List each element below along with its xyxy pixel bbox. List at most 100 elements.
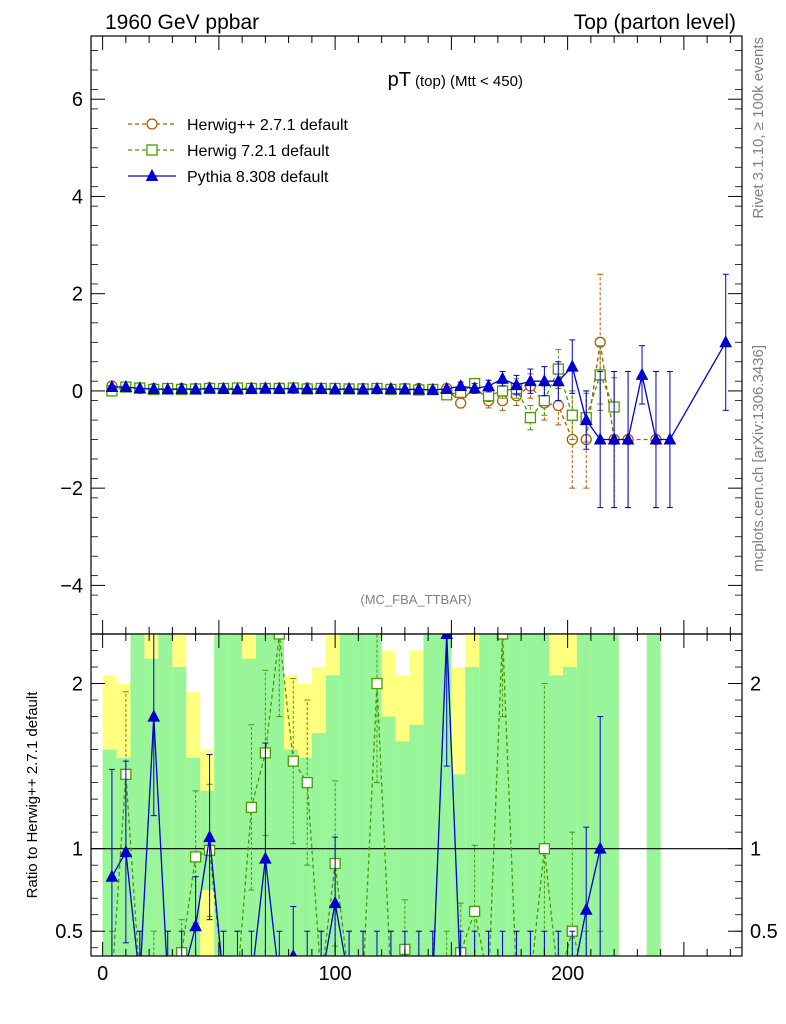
data-point-triangle	[412, 382, 426, 395]
data-point-triangle	[218, 975, 229, 986]
data-point-square	[524, 412, 537, 424]
data-point-triangle	[454, 378, 468, 392]
data-point-square	[135, 976, 145, 986]
uncertainty-band-green	[437, 634, 452, 956]
data-point-triangle	[119, 844, 133, 857]
data-point-triangle	[328, 896, 342, 909]
data-point-triangle	[469, 975, 480, 986]
uncertainty-band-green	[325, 675, 340, 956]
data-point-triangle	[440, 381, 454, 394]
data-point-triangle	[358, 975, 369, 986]
data-point-triangle	[274, 975, 285, 986]
data-point-square	[538, 394, 551, 407]
series-line	[112, 634, 580, 956]
uncertainty-band-green	[228, 634, 243, 956]
data-point-square	[484, 976, 494, 986]
data-point-triangle	[579, 413, 593, 426]
data-point-square	[273, 634, 285, 640]
y-tick-label: −2	[60, 478, 83, 500]
y-tick-label: 2	[72, 284, 83, 306]
uncertainty-band-green	[590, 634, 619, 956]
data-point-triangle	[203, 381, 216, 394]
data-point-circle	[455, 397, 467, 409]
data-point-square	[525, 976, 535, 986]
data-point-triangle	[203, 830, 216, 843]
uncertainty-band-green	[423, 634, 438, 956]
uncertainty-band-green	[256, 634, 271, 956]
data-point-triangle	[483, 975, 494, 986]
data-point-triangle	[482, 378, 495, 392]
data-point-square	[371, 677, 383, 690]
data-point-triangle	[272, 381, 286, 394]
ratio-y-tick-label-left: 1	[72, 839, 83, 861]
data-point-triangle	[189, 919, 202, 932]
data-point-triangle	[440, 634, 454, 639]
uncertainty-band-green	[270, 634, 284, 956]
data-point-triangle	[145, 168, 159, 181]
uncertainty-band-green	[451, 774, 466, 956]
data-point-square	[107, 976, 117, 986]
data-point-square	[232, 976, 242, 986]
data-point-triangle	[579, 902, 593, 915]
y-tick-label: 6	[72, 89, 83, 111]
legend-entry-label: Herwig++ 2.7.1 default	[187, 117, 349, 134]
uncertainty-band-green	[144, 658, 159, 956]
data-point-triangle	[455, 975, 466, 986]
x-tick-label: 200	[551, 963, 584, 985]
x-tick-label: 0	[97, 963, 108, 985]
data-point-triangle	[302, 975, 313, 986]
data-point-square	[219, 976, 229, 986]
data-point-triangle	[161, 382, 175, 395]
data-point-triangle	[607, 432, 621, 445]
data-point-square	[149, 976, 159, 986]
data-point-square	[414, 976, 424, 986]
mcplots-url-label: mcplots.cern.ch [arXiv:1306.3436]	[750, 345, 767, 572]
data-point-triangle	[217, 381, 230, 394]
data-point-triangle	[427, 975, 438, 986]
uncertainty-band-green	[521, 634, 536, 956]
ratio-y-tick-label-left: 2	[72, 674, 83, 696]
data-point-circle	[552, 399, 564, 412]
ratio-y-tick-label-left: 0.5	[55, 921, 83, 943]
series-pythia-8-308-default	[105, 273, 733, 509]
data-point-triangle	[105, 869, 119, 882]
data-point-triangle	[399, 975, 410, 986]
uncertainty-band-green	[311, 733, 326, 956]
data-point-square	[496, 634, 509, 640]
data-point-triangle	[134, 975, 145, 986]
legend: Herwig++ 2.7.1 default Herwig 7.2.1 defau…	[128, 117, 349, 186]
data-point-triangle	[246, 975, 257, 986]
series-line	[111, 634, 601, 956]
data-point-triangle	[231, 382, 244, 395]
data-point-triangle	[649, 432, 663, 445]
main-series-layer	[105, 273, 733, 509]
uncertainty-band-green	[535, 634, 550, 956]
main-subtitle: (top) (Mtt < 450)	[415, 73, 523, 90]
uncertainty-band-green	[549, 675, 563, 956]
data-point-triangle	[551, 374, 565, 387]
data-point-square	[189, 851, 202, 863]
data-point-triangle	[314, 381, 328, 394]
legend-entry-label: Pythia 8.308 default	[187, 169, 329, 186]
uncertainty-band-green	[283, 749, 298, 956]
data-point-triangle	[300, 381, 314, 394]
data-point-triangle	[175, 381, 189, 394]
uncertainty-band-green	[493, 634, 508, 956]
uncertainty-band-green	[409, 724, 424, 956]
series-pythia-8-308-default	[105, 634, 607, 986]
data-point-triangle	[621, 432, 635, 445]
legend-entry-label: Herwig 7.2.1 default	[187, 143, 330, 160]
uncertainty-band-green	[297, 757, 312, 956]
data-point-triangle	[538, 374, 551, 387]
data-point-triangle	[426, 382, 440, 395]
uncertainty-band-green	[562, 667, 577, 956]
y-tick-label: 4	[72, 186, 83, 208]
data-point-triangle	[525, 975, 536, 986]
ratio-y-tick-label-right: 0.5	[750, 921, 778, 943]
data-point-square	[442, 976, 452, 986]
data-point-triangle	[289, 948, 297, 956]
data-point-circle	[146, 118, 158, 130]
data-point-triangle	[259, 851, 272, 864]
data-point-triangle	[232, 975, 243, 986]
ratio-y-tick-label-right: 1	[750, 839, 761, 861]
